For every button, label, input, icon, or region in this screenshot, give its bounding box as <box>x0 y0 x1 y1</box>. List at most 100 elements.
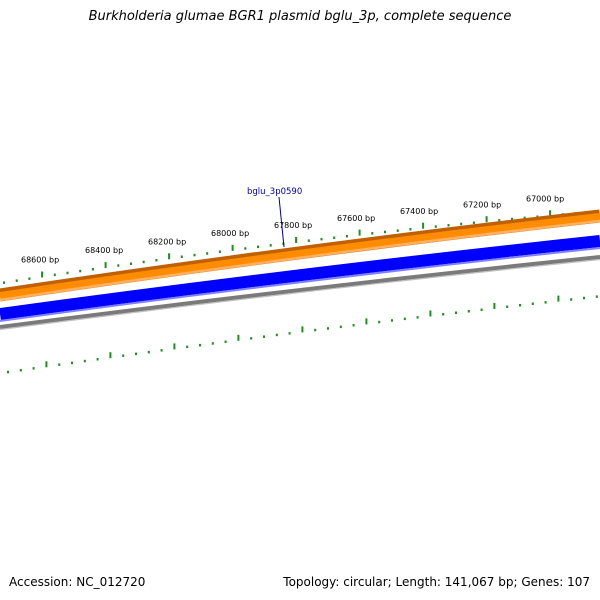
inner-major-tick <box>109 352 112 359</box>
inner-minor-tick <box>7 370 9 374</box>
outer-minor-tick <box>307 239 310 242</box>
outer-minor-tick <box>206 252 209 255</box>
inner-major-tick <box>173 343 176 350</box>
tick-label: 67000 bp <box>526 195 564 204</box>
inner-minor-tick <box>531 302 534 305</box>
outer-major-tick <box>485 216 488 223</box>
outer-minor-tick <box>91 268 94 271</box>
inner-minor-tick <box>211 342 214 345</box>
inner-minor-tick <box>403 317 406 321</box>
inner-tick-ruler <box>7 295 598 374</box>
outer-minor-tick <box>269 244 272 247</box>
outer-minor-tick <box>434 225 437 228</box>
inner-minor-tick <box>147 350 150 354</box>
inner-minor-tick <box>339 325 342 329</box>
inner-minor-tick <box>416 316 419 319</box>
tick-label: 67200 bp <box>463 201 501 210</box>
inner-minor-tick <box>467 310 470 313</box>
tick-label: 68400 bp <box>85 246 123 255</box>
outer-minor-tick <box>523 216 526 220</box>
inner-major-tick <box>493 303 496 309</box>
outer-minor-tick <box>320 237 323 241</box>
outer-minor-tick <box>333 236 336 239</box>
tick-label: 68600 bp <box>21 256 59 265</box>
inner-minor-tick <box>160 349 163 352</box>
inner-minor-tick <box>71 361 73 365</box>
outer-minor-tick <box>409 228 412 231</box>
inner-major-tick <box>301 326 304 333</box>
inner-major-tick <box>237 334 240 341</box>
outer-minor-tick <box>244 247 247 250</box>
inner-minor-tick <box>570 298 573 301</box>
inner-minor-tick <box>506 305 509 308</box>
inner-major-tick <box>45 361 48 368</box>
inner-major-tick <box>365 318 368 325</box>
outer-minor-tick <box>117 264 120 267</box>
outer-major-tick <box>358 229 361 236</box>
inner-minor-tick <box>96 358 99 361</box>
inner-minor-tick <box>455 311 457 314</box>
outer-minor-tick <box>66 271 69 275</box>
outer-minor-tick <box>180 255 183 258</box>
outer-minor-tick <box>384 230 386 234</box>
map-title: Burkholderia glumae BGR1 plasmid bglu_3p… <box>88 9 512 24</box>
outer-minor-tick <box>498 219 501 222</box>
inner-minor-tick <box>275 333 278 337</box>
forward-strand-highlight <box>0 219 600 302</box>
outer-minor-tick <box>371 232 374 235</box>
outer-minor-tick <box>345 235 348 238</box>
inner-minor-tick <box>19 369 22 372</box>
outer-minor-tick <box>79 269 82 273</box>
outer-minor-tick <box>28 277 31 280</box>
inner-minor-tick <box>263 335 265 338</box>
inner-minor-tick <box>595 295 598 298</box>
outer-minor-tick <box>257 245 259 249</box>
outer-minor-tick <box>15 279 18 282</box>
outer-major-tick <box>422 222 425 229</box>
inner-minor-tick <box>442 313 445 316</box>
tick-labels: 68600 bp 68400 bp 68200 bp 68000 bp 67800 bp… <box>21 195 564 265</box>
reverse-strand-track[interactable] <box>0 235 600 320</box>
outer-minor-tick <box>155 259 158 262</box>
inner-minor-tick <box>519 304 521 307</box>
inner-minor-tick <box>122 354 125 357</box>
inner-minor-tick <box>544 301 547 304</box>
inner-minor-tick <box>391 319 393 322</box>
outer-major-tick <box>41 271 44 278</box>
inner-minor-tick <box>186 345 189 349</box>
outer-minor-tick <box>142 260 145 264</box>
inner-minor-tick <box>314 328 317 332</box>
outer-minor-tick <box>396 229 399 232</box>
outer-major-tick <box>168 253 171 260</box>
inner-minor-tick <box>288 332 291 335</box>
tick-label: 67600 bp <box>337 214 375 223</box>
inner-minor-tick <box>378 320 381 324</box>
backbone-shadow <box>0 258 600 331</box>
outer-minor-tick <box>472 221 475 224</box>
outer-major-tick <box>231 244 234 251</box>
outer-major-tick <box>549 210 552 217</box>
outer-minor-tick <box>3 281 5 284</box>
outer-minor-tick <box>193 253 196 257</box>
outer-major-tick <box>295 237 298 243</box>
inner-minor-tick <box>352 324 355 327</box>
inner-minor-tick <box>327 327 329 330</box>
outer-minor-tick <box>218 250 221 253</box>
tick-label: 67800 bp <box>274 221 312 230</box>
outer-minor-tick <box>511 217 513 221</box>
backbone-circle <box>0 255 600 329</box>
inner-minor-tick <box>83 359 86 363</box>
inner-minor-tick <box>32 367 35 370</box>
inner-minor-tick <box>135 352 137 356</box>
outer-minor-tick <box>130 262 132 265</box>
gene-label-pointer <box>278 196 285 248</box>
inner-minor-tick <box>250 337 253 340</box>
outer-minor-tick <box>53 273 56 277</box>
inner-minor-tick <box>583 296 585 300</box>
outer-minor-tick <box>460 222 463 226</box>
gene-label-bglu-3p0590[interactable]: bglu_3p0590 <box>247 187 302 197</box>
tick-label: 67400 bp <box>400 207 438 216</box>
outer-major-tick <box>104 262 107 269</box>
inner-minor-tick <box>480 308 483 311</box>
